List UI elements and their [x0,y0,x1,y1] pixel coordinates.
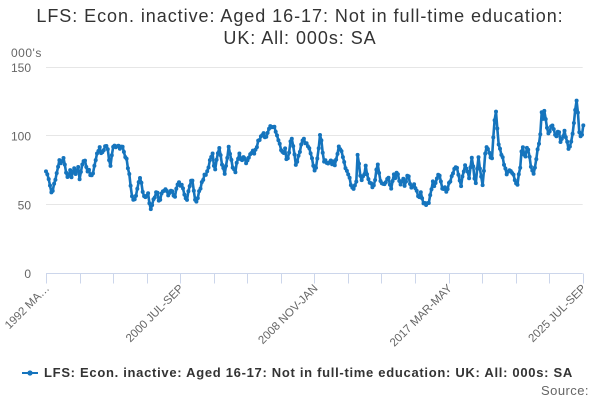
svg-text:0: 0 [24,267,31,281]
svg-text:2025 JUL-SEP: 2025 JUL-SEP [527,282,590,345]
svg-text:2000 JUL-SEP: 2000 JUL-SEP [124,282,187,345]
svg-text:2008 NOV-JAN: 2008 NOV-JAN [256,283,320,347]
svg-text:50: 50 [18,198,32,212]
svg-text:1992 MA…: 1992 MA… [3,283,52,332]
svg-text:150: 150 [11,61,31,75]
svg-text:2017 MAR-MAY: 2017 MAR-MAY [388,282,455,349]
svg-text:100: 100 [11,130,31,144]
